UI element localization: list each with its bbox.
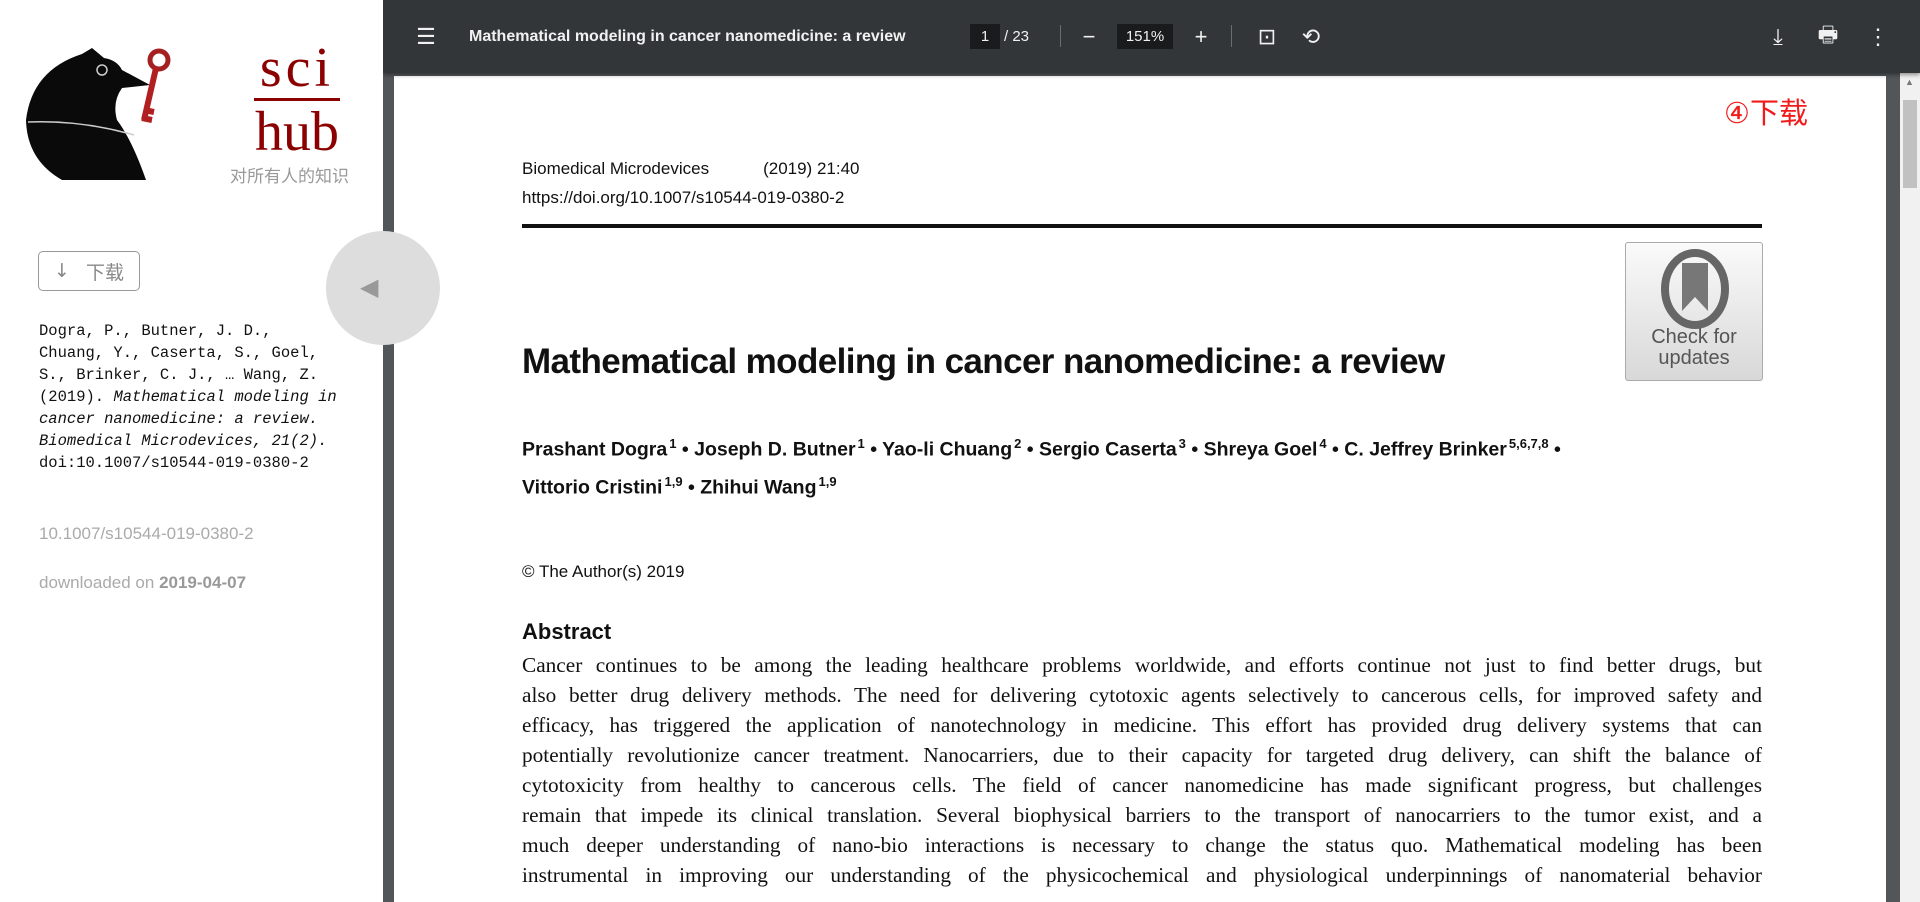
scrollbar[interactable]: ▲	[1900, 73, 1920, 902]
doi-link[interactable]: 10.1007/s10544-019-0380-2	[39, 524, 254, 543]
download-label: 下载	[85, 261, 124, 284]
author-affiliation: 4	[1319, 436, 1327, 451]
zoom-out-button[interactable]: −	[1082, 23, 1096, 49]
download-button[interactable]: ↓ 下载	[38, 251, 140, 291]
journal-info: Biomedical Microdevices (2019) 21:40	[522, 159, 859, 179]
scrollbar-thumb[interactable]	[1903, 100, 1917, 188]
author-affiliation: 3	[1178, 436, 1186, 451]
arrow-down-icon: ↓	[54, 260, 70, 282]
citation: Dogra, P., Butner, J. D., Chuang, Y., Ca…	[39, 320, 339, 474]
author: Shreya Goel	[1203, 438, 1318, 461]
rotate-icon[interactable]: ⟲	[1301, 23, 1321, 49]
page-total: / 23	[1004, 28, 1030, 45]
document-title: Mathematical modeling in cancer nanomedi…	[469, 27, 906, 45]
zoom-input[interactable]: 151%	[1117, 24, 1173, 49]
triangle-left-icon: ◀	[360, 274, 379, 301]
author-affiliation: 1	[857, 436, 865, 451]
logo-text-sci: sci	[259, 37, 335, 99]
doi-url[interactable]: https://doi.org/10.1007/s10544-019-0380-…	[522, 188, 845, 207]
abstract-line: instrumental in improving our understand…	[522, 863, 1762, 887]
author: Yao-li Chuang	[882, 438, 1013, 461]
logo-divider	[254, 98, 340, 101]
author-affiliation: 2	[1014, 436, 1022, 451]
toolbar-divider	[1060, 25, 1061, 47]
pdf-toolbar: ☰ Mathematical modeling in cancer nanome…	[383, 0, 1920, 73]
download-annotation: ④下载	[1724, 96, 1808, 130]
menu-icon[interactable]: ☰	[416, 23, 436, 49]
copyright: © The Author(s) 2019	[522, 562, 685, 581]
abstract-line: much deeper understanding of nano-bio in…	[522, 833, 1762, 857]
abstract-line: efficacy, has triggered the application …	[522, 713, 1762, 737]
zoom-in-button[interactable]: +	[1194, 23, 1208, 49]
abstract-body: Cancer continues to be among the leading…	[522, 650, 1762, 890]
collapse-sidebar-button[interactable]: ◀	[326, 231, 440, 345]
abstract-line: also better drug delivery methods. The n…	[522, 683, 1762, 707]
fit-page-icon[interactable]: ⊡	[1257, 23, 1277, 49]
pdf-page	[394, 76, 1886, 902]
print-icon[interactable]: 🖶	[1817, 21, 1839, 47]
author: Prashant Dogra	[522, 438, 668, 461]
author-affiliation: 1,9	[664, 473, 683, 489]
author: C. Jeffrey Brinker	[1344, 438, 1507, 461]
citation-year: (2019).	[39, 388, 105, 406]
sidebar: sci hub 对所有人的知识 ↓ 下载 Dogra, P., Butner, …	[0, 0, 383, 902]
logo-slogan: 对所有人的知识	[230, 167, 349, 187]
more-options-icon[interactable]: ⋮	[1867, 23, 1889, 49]
author: Vittorio Cristini	[522, 476, 663, 498]
author-affiliation: 1,9	[818, 473, 837, 489]
citation-authors: Dogra, P., Butner, J. D., Chuang, Y., Ca…	[39, 322, 319, 384]
abstract-line: cytotoxicity from healthy to cancerous c…	[522, 773, 1762, 797]
check-for-label: Check for	[1651, 326, 1737, 348]
citation-doi: doi:10.1007/s10544-019-0380-2	[39, 454, 309, 472]
journal-name: Biomedical Microdevices	[522, 159, 710, 178]
downloaded-label: downloaded on	[39, 573, 155, 592]
header-rule	[522, 224, 1762, 228]
journal-citation: (2019) 21:40	[763, 159, 860, 178]
logo-text-hub: hub	[255, 101, 339, 163]
check-for-updates-badge[interactable]: Check for updates	[1625, 242, 1763, 381]
scroll-up-icon[interactable]: ▲	[1905, 77, 1914, 87]
downloaded-date: 2019-04-07	[159, 573, 247, 592]
citation-title: Mathematical modeling in cancer nanomedi…	[39, 388, 337, 450]
author: Sergio Caserta	[1039, 438, 1177, 461]
downloaded-info: downloaded on 2019-04-07	[39, 573, 246, 593]
updates-label: updates	[1658, 347, 1730, 369]
page-number-input[interactable]: 1	[970, 24, 1000, 49]
abstract-line: Cancer continues to be among the leading…	[522, 653, 1762, 677]
author-affiliation: 5,6,7,8	[1508, 436, 1549, 451]
abstract-heading: Abstract	[522, 619, 612, 644]
abstract-line: remain that impede its clinical translat…	[522, 803, 1762, 827]
abstract-line: potentially revolutionize cancer treatme…	[522, 743, 1762, 767]
toolbar-divider	[1231, 25, 1232, 47]
author: Zhihui Wang	[700, 476, 817, 498]
paper-title: Mathematical modeling in cancer nanomedi…	[522, 342, 1445, 381]
author-list: Prashant Dogra 1 • Joseph D. Butner 1 • Ya…	[522, 436, 1561, 498]
download-icon[interactable]: ⤓	[1773, 23, 1783, 49]
author-affiliation: 1	[669, 436, 677, 451]
sci-hub-raven-logo	[24, 48, 171, 188]
author: Joseph D. Butner	[694, 438, 856, 461]
pdf-viewer: ☰ Mathematical modeling in cancer nanome…	[383, 0, 1920, 902]
bookmark-icon	[1661, 249, 1729, 329]
